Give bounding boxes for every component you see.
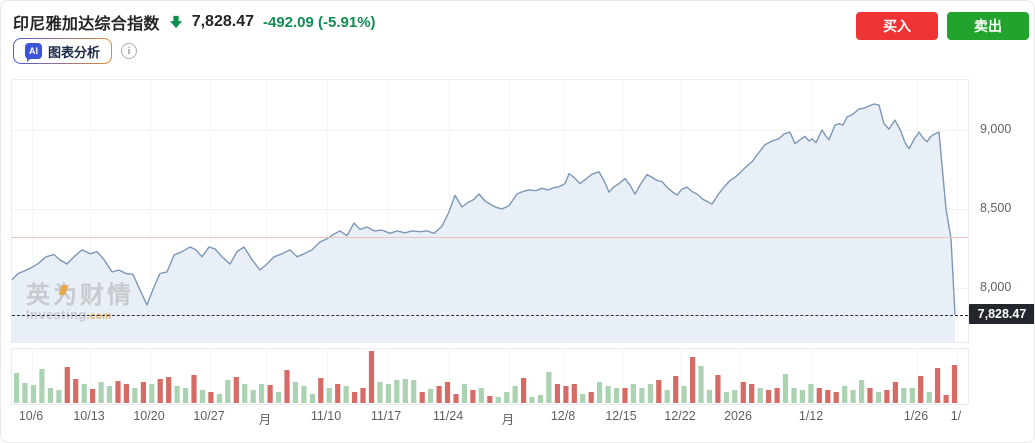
buy-button[interactable]: 买入 — [856, 12, 938, 40]
v-gridline — [210, 80, 211, 342]
price-area-chart — [12, 103, 956, 342]
v-gridline — [917, 349, 918, 404]
v-gridline — [90, 349, 91, 404]
previous-close-line — [12, 237, 968, 239]
x-axis: 10/6 10/13 10/20 10/27 月 11/10 11/17 11/24 月 12/8… — [11, 409, 969, 427]
v-gridline — [957, 80, 958, 342]
volume-pane[interactable] — [11, 348, 969, 405]
ai-chart-analysis-button[interactable]: AI 图表分析 — [13, 38, 113, 64]
watermark: 英为财情 Investing.com — [26, 283, 134, 323]
price-change: -492.09 (-5.91%) — [262, 13, 376, 31]
watermark-cn: 英为财情 — [26, 282, 134, 309]
x-tick-label: 2026 — [724, 409, 752, 423]
ai-icon: AI — [25, 43, 42, 62]
page-title: 印尼雅加达综合指数 — [13, 16, 160, 33]
v-gridline — [739, 349, 740, 404]
v-gridline — [266, 349, 267, 404]
v-gridline — [387, 80, 388, 342]
v-gridline — [90, 80, 91, 342]
price-down-arrow-icon — [169, 15, 182, 29]
x-tick-label: 月 — [258, 413, 272, 427]
current-price-line — [12, 314, 968, 316]
x-tick-label: 12/22 — [664, 409, 696, 423]
v-gridline — [681, 349, 682, 404]
info-icon[interactable]: i — [121, 43, 138, 59]
x-tick-label: 1/12 — [798, 409, 824, 423]
v-gridline — [327, 80, 328, 342]
y-tick-label: 8,000 — [980, 280, 1012, 294]
v-gridline — [622, 349, 623, 404]
ai-button-label: 图表分析 — [48, 44, 101, 60]
v-gridline — [150, 349, 151, 404]
ai-analysis-row: AI 图表分析 i — [13, 38, 138, 64]
v-gridline — [266, 80, 267, 342]
x-tick-label: 11/17 — [370, 409, 402, 423]
v-gridline — [210, 349, 211, 404]
last-price: 7,828.47 — [191, 13, 254, 30]
instrument-header: 印尼雅加达综合指数 7,828.47 -492.09 (-5.91%) — [13, 10, 376, 34]
x-tick-label: 12/15 — [605, 409, 637, 423]
watermark-en: Investing.com — [26, 307, 112, 323]
v-gridline — [32, 80, 33, 342]
current-price-badge: 7,828.47 — [969, 304, 1034, 324]
h-gridline — [12, 130, 968, 131]
volume-bars — [14, 351, 958, 403]
x-tick-label: 1/26 — [903, 409, 929, 423]
v-gridline — [387, 349, 388, 404]
x-tick-label: 12/8 — [550, 409, 576, 423]
v-gridline — [812, 349, 813, 404]
sell-button[interactable]: 卖出 — [947, 12, 1029, 40]
v-gridline — [564, 349, 565, 404]
v-gridline — [449, 349, 450, 404]
v-gridline — [957, 349, 958, 404]
x-tick-label: 10/27 — [193, 409, 225, 423]
v-gridline — [327, 349, 328, 404]
x-tick-label: 10/6 — [18, 409, 44, 423]
x-tick-label: 1/ — [950, 409, 962, 423]
y-tick-label: 8,500 — [980, 201, 1012, 215]
price-pane[interactable]: 英为财情 Investing.com — [11, 79, 969, 343]
v-gridline — [509, 349, 510, 404]
x-tick-label: 月 — [501, 413, 515, 427]
x-tick-label: 10/20 — [133, 409, 165, 423]
x-tick-label: 11/10 — [310, 409, 342, 423]
y-tick-label: 9,000 — [980, 122, 1012, 136]
x-tick-label: 11/24 — [432, 409, 464, 423]
v-gridline — [32, 349, 33, 404]
v-gridline — [150, 80, 151, 342]
x-tick-label: 10/13 — [73, 409, 105, 423]
